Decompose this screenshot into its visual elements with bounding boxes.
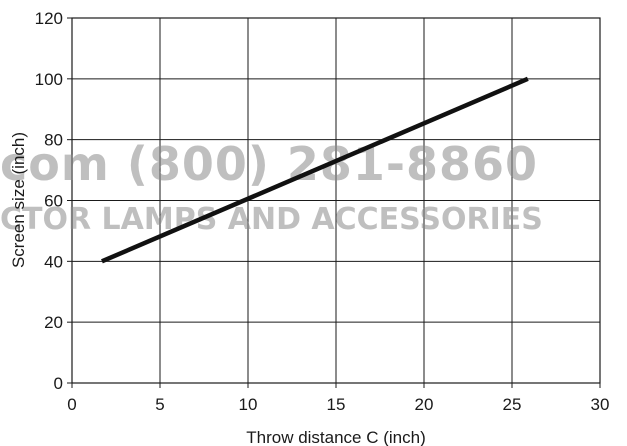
watermark-phone: com (800) 281-8860 <box>0 137 538 191</box>
y-tick-label: 20 <box>44 313 63 332</box>
tick-layer: 0 5 10 15 20 25 30 0 20 40 60 80 100 120 <box>35 9 610 414</box>
x-tick-label: 10 <box>239 395 258 414</box>
y-tick-label: 100 <box>35 70 63 89</box>
x-axis-title: Throw distance C (inch) <box>246 428 426 446</box>
x-tick-label: 15 <box>327 395 346 414</box>
x-tick-label: 0 <box>67 395 76 414</box>
series-line <box>101 76 529 264</box>
y-tick-label: 80 <box>44 131 63 150</box>
y-tick-label: 60 <box>44 192 63 211</box>
x-tick-label: 30 <box>591 395 610 414</box>
watermark-tagline: CTOR LAMPS AND ACCESSORIES <box>0 202 543 237</box>
series-layer <box>101 76 529 264</box>
x-tick-label: 5 <box>155 395 164 414</box>
watermark-layer: com (800) 281-8860 CTOR LAMPS AND ACCESS… <box>0 137 543 237</box>
y-axis-title: Screen size (inch) <box>9 132 28 268</box>
y-tick-label: 0 <box>54 374 63 393</box>
x-tick-label: 20 <box>415 395 434 414</box>
y-tick-label: 120 <box>35 9 63 28</box>
y-tick-label: 40 <box>44 252 63 271</box>
x-tick-label: 25 <box>503 395 522 414</box>
